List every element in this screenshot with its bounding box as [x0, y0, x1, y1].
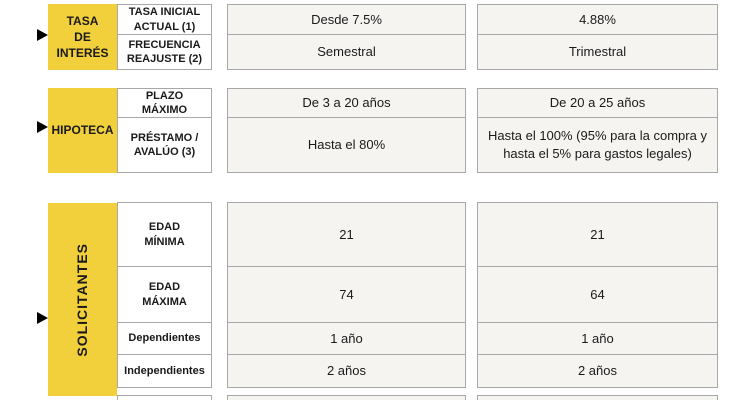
section-label-line: INTERÉS [56, 46, 109, 61]
row-header-prestamo-avaluo: PRÉSTAMO / AVALÚO (3) [118, 117, 211, 172]
section-label-vertical: SOLICITANTES [74, 242, 91, 357]
value-column-2-hipoteca: De 20 a 25 años Hasta el 100% (95% para … [477, 88, 718, 173]
value-column-1-solicitantes: 21 74 1 año 2 años [227, 202, 466, 388]
value-column-2-tasa: 4.88% Trimestral [477, 4, 718, 70]
value-cell: 21 [339, 226, 354, 242]
value-cell: Desde 7.5% [311, 11, 382, 27]
value-cell: De 20 a 25 años [549, 95, 646, 111]
arrow-right-icon [37, 312, 48, 324]
partial-row-value-cell [477, 395, 718, 400]
value-cell: Hasta el 80% [228, 117, 465, 172]
arrow-right-icon [37, 29, 48, 41]
value-cell: De 3 a 20 años [302, 95, 391, 111]
value-cell: 4.88% [579, 11, 616, 27]
header-column-hipoteca: PLAZO MÁXIMO PRÉSTAMO / AVALÚO (3) [117, 88, 212, 173]
section-label-line: DE [74, 29, 91, 44]
arrow-right-icon [37, 121, 48, 133]
value-column-1-tasa: Desde 7.5% Semestral [227, 4, 466, 70]
row-header-edad-minima: EDAD MÍNIMA [144, 221, 185, 248]
value-cell: 21 [590, 226, 605, 242]
value-column-1-hipoteca: De 3 a 20 años Hasta el 80% [227, 88, 466, 173]
row-header-independientes: Independientes [118, 354, 211, 387]
row-header-tasa-inicial: TASA INICIAL ACTUAL (1) [128, 6, 201, 33]
row-header-plazo-maximo: PLAZO MÁXIMO [141, 89, 188, 116]
row-header-edad-maxima: EDAD MÁXIMA [118, 266, 211, 322]
value-cell: 1 año [228, 322, 465, 354]
value-cell: 74 [228, 266, 465, 322]
value-cell: 1 año [478, 322, 717, 354]
value-cell: 2 años [478, 354, 717, 387]
section-label-hipoteca: HIPOTECA [48, 88, 117, 173]
header-column-solicitantes: EDAD MÍNIMA EDAD MÁXIMA Dependientes Ind… [117, 202, 212, 388]
section-label-solicitantes: SOLICITANTES [48, 203, 117, 396]
value-cell: Trimestral [478, 34, 717, 69]
row-header-dependientes: Dependientes [118, 322, 211, 354]
value-cell: Semestral [228, 34, 465, 69]
row-header-frecuencia-reajuste: FRECUENCIA REAJUSTE (2) [118, 34, 211, 69]
section-label-line: HIPOTECA [51, 123, 114, 138]
value-cell: 2 años [228, 354, 465, 387]
value-cell: Hasta el 100% (95% para la compra y hast… [478, 117, 717, 172]
partial-row-value-cell [227, 395, 466, 400]
header-column-tasa: TASA INICIAL ACTUAL (1) FRECUENCIA REAJU… [117, 4, 212, 70]
section-label-tasa-de-interes: TASA DE INTERÉS [48, 4, 117, 70]
value-cell: 64 [478, 266, 717, 322]
partial-row-header-cell [117, 395, 212, 400]
section-label-line: TASA [66, 13, 99, 28]
value-column-2-solicitantes: 21 64 1 año 2 años [477, 202, 718, 388]
